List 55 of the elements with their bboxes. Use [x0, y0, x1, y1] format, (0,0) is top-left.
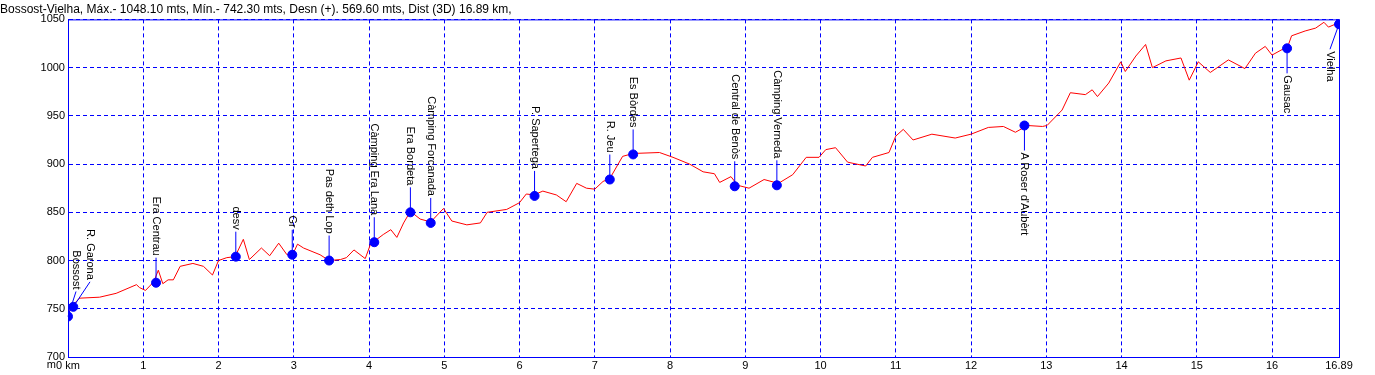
annotation: R. Garona	[84, 229, 97, 281]
point	[230, 251, 241, 262]
y-tick-label: 750	[46, 301, 65, 314]
annotation: Càmping Verneda	[771, 70, 784, 160]
point	[369, 237, 380, 248]
annotation: Pas deth Lop	[324, 168, 337, 234]
annotation: Es Bòrdes	[628, 76, 641, 128]
annotation: Gausac	[1282, 75, 1295, 114]
x-tick-label: 16.89	[1325, 358, 1353, 371]
x-tick-label: 7	[591, 358, 598, 371]
annotation: Càmping Forcanada	[425, 96, 438, 197]
annotation: Central de Benòs	[729, 74, 742, 160]
point	[628, 149, 639, 160]
point	[604, 174, 615, 185]
x-tick-label: 14	[1115, 358, 1128, 371]
y-tick-label: 1000	[40, 60, 65, 73]
x-tick-label: 5	[441, 358, 448, 371]
point	[287, 249, 298, 260]
x-tick-label: 12	[964, 358, 978, 371]
point	[405, 207, 416, 218]
x-tick-label: 11	[890, 358, 902, 371]
x-tick-label: 4	[365, 358, 373, 371]
point	[771, 180, 782, 191]
x-tick-label: 2	[215, 358, 222, 371]
x-tick-label: 9	[742, 358, 749, 371]
point	[729, 181, 740, 192]
point	[529, 190, 540, 201]
annotation: desv	[230, 206, 243, 231]
x-tick-label: 1	[140, 358, 147, 371]
annotation: R. Jeu	[604, 120, 617, 153]
y-tick-label: 950	[46, 108, 65, 121]
y-tick-label: 700	[46, 350, 65, 363]
point	[425, 217, 436, 228]
x-tick-label: 16	[1265, 358, 1279, 371]
y-tick-label: 850	[46, 205, 65, 218]
y-tick-label: 900	[46, 157, 65, 170]
point	[324, 255, 335, 266]
x-tick-label: 6	[516, 358, 523, 371]
annotation: Vielha	[1324, 51, 1337, 83]
annotation: Bossost	[70, 250, 83, 290]
point	[151, 277, 162, 288]
annotation: Gr	[287, 215, 300, 229]
x-tick-label: 3	[290, 358, 297, 371]
y-tick-label: 800	[46, 253, 65, 266]
x-tick-label: 13	[1040, 358, 1053, 371]
annotation: P. Sapertega	[529, 106, 542, 170]
annotation: Era Centrau	[151, 196, 164, 256]
x-tick-label: 15	[1190, 358, 1203, 371]
point	[1019, 120, 1030, 131]
x-tick-label: 10	[814, 358, 827, 371]
annotation: Càmping Era Lana	[369, 123, 382, 217]
point	[1282, 43, 1293, 54]
annotation: A Roser d'Aubèrt	[1019, 152, 1032, 236]
annotation: Era Bordeta	[405, 126, 418, 187]
x-tick-label: 8	[666, 358, 674, 371]
